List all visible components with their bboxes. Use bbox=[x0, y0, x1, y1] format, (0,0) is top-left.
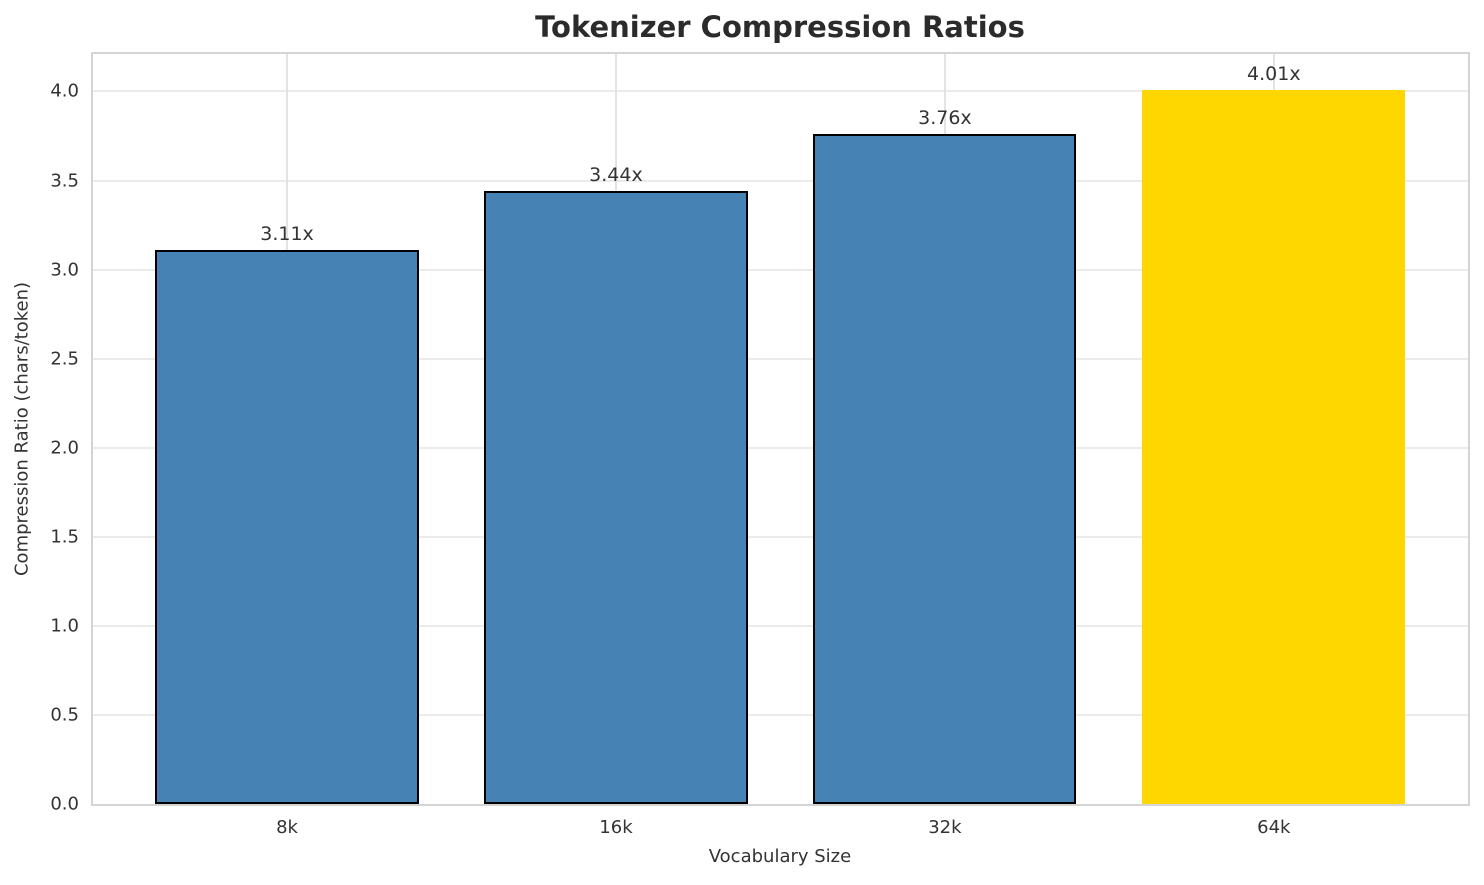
x-axis-label: Vocabulary Size bbox=[708, 846, 852, 867]
bar-value-label: 3.11x bbox=[260, 223, 314, 245]
y-tick-label: 3.0 bbox=[50, 259, 79, 281]
h-gridline bbox=[92, 90, 1468, 93]
bar-32k bbox=[813, 134, 1077, 805]
y-tick-label: 1.5 bbox=[50, 526, 79, 548]
h-gridline bbox=[92, 535, 1468, 538]
y-tick-label: 2.5 bbox=[50, 348, 79, 370]
h-gridline bbox=[92, 179, 1468, 182]
bar-value-label: 3.44x bbox=[589, 164, 643, 187]
y-tick-label: 1.0 bbox=[50, 615, 79, 637]
bar-value-label: 4.01x bbox=[1247, 62, 1301, 85]
x-tick-label: 16k bbox=[599, 817, 633, 839]
plot-area: 0.0 0.5 1.0 1.5 2.0 2.5 3.0 3.5 4.0 3.11x 8k 3.44x 1… bbox=[50, 52, 1470, 838]
y-axis-label: Compression Ratio (chars/token) bbox=[11, 282, 33, 577]
y-tick-label: 4.0 bbox=[50, 80, 79, 102]
bar-value-label: 3.76x bbox=[918, 107, 972, 130]
h-gridline bbox=[92, 624, 1468, 627]
y-tick-label: 2.0 bbox=[50, 437, 79, 459]
x-tick-label: 32k bbox=[928, 817, 962, 839]
bar-8k bbox=[155, 250, 419, 805]
h-gridline bbox=[92, 357, 1468, 360]
bar-16k bbox=[484, 191, 748, 805]
y-tick-label: 0.0 bbox=[50, 793, 79, 815]
bar-64k bbox=[1142, 89, 1406, 805]
y-tick-label: 3.5 bbox=[50, 170, 79, 192]
chart-title: Tokenizer Compression Ratios bbox=[535, 10, 1025, 44]
y-tick-label: 0.5 bbox=[50, 704, 79, 726]
x-tick-label: 64k bbox=[1257, 817, 1291, 839]
h-gridline bbox=[92, 446, 1468, 449]
h-gridline bbox=[92, 268, 1468, 271]
x-tick-label: 8k bbox=[276, 817, 298, 839]
h-gridline bbox=[92, 713, 1468, 716]
